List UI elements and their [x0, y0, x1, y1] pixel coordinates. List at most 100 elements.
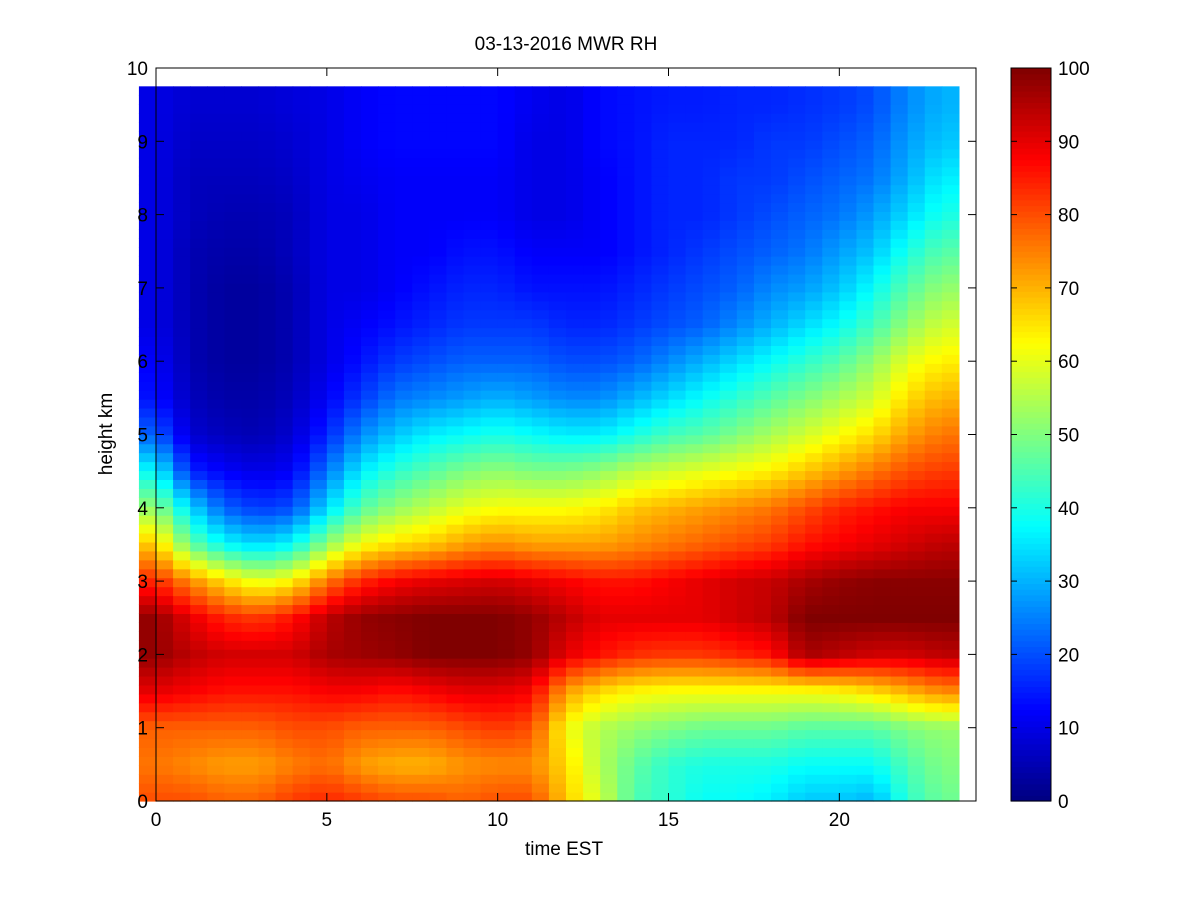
heatmap-cell [429, 238, 448, 248]
heatmap-cell [907, 425, 926, 436]
heatmap-cell [600, 372, 618, 382]
heatmap-cell [224, 461, 243, 472]
heatmap-cell [514, 559, 533, 570]
heatmap-cell [617, 425, 635, 436]
heatmap-cell [702, 130, 721, 141]
heatmap-cell [361, 211, 379, 221]
heatmap-cell [839, 515, 858, 525]
heatmap-cell [719, 318, 738, 329]
colorbar-segment [1011, 686, 1051, 693]
heatmap-cell [941, 756, 960, 766]
heatmap-cell [531, 667, 550, 677]
heatmap-cell [839, 488, 858, 498]
heatmap-cell [224, 738, 243, 748]
heatmap-cell [343, 568, 362, 579]
heatmap-cell [839, 577, 858, 588]
heatmap-cell [309, 765, 328, 775]
heatmap-cell [531, 399, 550, 409]
heatmap-cell [890, 720, 909, 731]
heatmap-cell [634, 122, 653, 132]
heatmap-cell [497, 675, 516, 686]
heatmap-cell [446, 407, 465, 418]
heatmap-cell [702, 631, 721, 641]
heatmap-cell [548, 792, 567, 802]
heatmap-cell [805, 193, 823, 204]
heatmap-cell [343, 327, 362, 338]
heatmap-cell [343, 318, 362, 329]
heatmap-cell [446, 577, 465, 588]
colorbar-segment [1011, 125, 1051, 132]
heatmap-cell [190, 649, 208, 659]
heatmap-cell [531, 202, 550, 212]
heatmap-cell [361, 595, 379, 606]
heatmap-cell [395, 336, 413, 346]
heatmap-cell [480, 363, 499, 373]
heatmap-cell [890, 354, 909, 364]
heatmap-cell [480, 291, 499, 302]
heatmap-cell [412, 506, 430, 516]
heatmap-cell [258, 470, 277, 480]
heatmap-cell [668, 273, 687, 284]
heatmap-cell [292, 792, 311, 802]
heatmap-cell [395, 461, 413, 472]
heatmap-cell [566, 524, 584, 534]
heatmap-cell [753, 336, 772, 346]
heatmap-cell [753, 622, 772, 632]
heatmap-cell [156, 220, 174, 230]
heatmap-cell [207, 470, 225, 480]
heatmap-cell [207, 738, 225, 748]
heatmap-cell [497, 229, 516, 239]
heatmap-cell [463, 497, 482, 507]
heatmap-cell [326, 300, 345, 311]
heatmap-cell [497, 568, 516, 579]
heatmap-cell [771, 381, 789, 391]
heatmap-cell [634, 193, 653, 204]
heatmap-cell [651, 434, 670, 445]
heatmap-cell [702, 720, 721, 731]
colorbar-segment [1011, 560, 1051, 567]
heatmap-cell [941, 139, 960, 150]
heatmap-cell [429, 729, 448, 740]
heatmap-cell [736, 640, 755, 650]
heatmap-cell [463, 568, 482, 579]
colorbar-segment [1011, 394, 1051, 401]
heatmap-cell [173, 381, 191, 391]
heatmap-cell [907, 577, 926, 588]
heatmap-cell [292, 256, 311, 266]
heatmap-cell [343, 220, 362, 230]
heatmap-cell [429, 95, 448, 105]
heatmap-cell [548, 729, 567, 740]
heatmap-cell [702, 425, 721, 436]
heatmap-cell [890, 452, 909, 463]
heatmap-cell [190, 372, 208, 382]
heatmap-cell [190, 452, 208, 463]
heatmap-cell [326, 354, 345, 364]
heatmap-cell [378, 300, 396, 311]
heatmap-cell [924, 586, 943, 597]
heatmap-cell [583, 595, 601, 606]
heatmap-cell [241, 792, 260, 802]
heatmap-cell [788, 122, 806, 132]
heatmap-cell [463, 122, 482, 132]
heatmap-cell [343, 756, 362, 766]
heatmap-cell [600, 184, 618, 195]
heatmap-cell [309, 184, 328, 195]
heatmap-cell [805, 104, 823, 114]
heatmap-cell [873, 515, 892, 525]
heatmap-cell [497, 211, 516, 221]
heatmap-cell [463, 667, 482, 677]
heatmap-cell [275, 479, 294, 489]
heatmap-cell [326, 452, 345, 463]
heatmap-cell [668, 390, 687, 400]
heatmap-cell [617, 193, 635, 204]
heatmap-cell [361, 541, 379, 552]
heatmap-cell [207, 122, 225, 132]
heatmap-cell [548, 711, 567, 722]
heatmap-cell [907, 738, 926, 748]
heatmap-cell [719, 104, 738, 114]
heatmap-cell [429, 533, 448, 543]
heatmap-cell [531, 282, 550, 293]
heatmap-cell [480, 613, 499, 623]
heatmap-cell [412, 157, 430, 168]
heatmap-cell [292, 148, 311, 159]
